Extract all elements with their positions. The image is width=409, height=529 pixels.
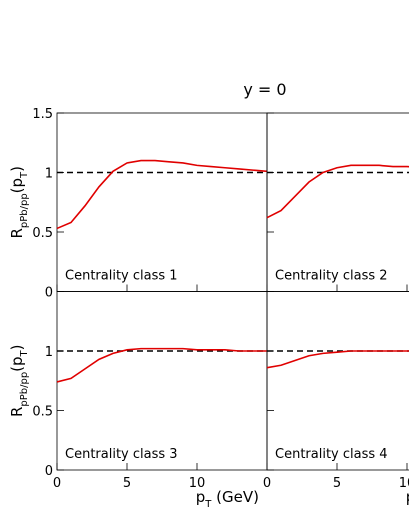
y-tick-label: 0 <box>45 464 53 479</box>
label-sub: T <box>19 349 30 357</box>
label-sub: T <box>19 171 30 179</box>
x-tick-label: 0 <box>53 476 61 491</box>
label-sub: T <box>204 499 212 510</box>
label-part: p <box>406 488 409 506</box>
y-tick-label: 0.5 <box>32 405 53 420</box>
data-line <box>266 350 409 369</box>
label-part: R <box>8 407 26 417</box>
y-axis-label: RpPb/pp(pT) <box>8 166 30 239</box>
x-tick-label: 10 <box>399 476 409 491</box>
x-axis-label: pT (GeV) <box>406 488 409 510</box>
x-tick-label: 5 <box>333 476 341 491</box>
chart-title: y = 0 <box>243 80 286 99</box>
label-part: p <box>196 488 206 506</box>
y-axis-label: RpPb/pp(pT) <box>8 344 30 417</box>
panel-frame <box>266 291 409 471</box>
label-part: (GeV) <box>211 488 259 506</box>
y-tick-label: 0.5 <box>32 226 53 241</box>
label-part: (p <box>8 356 26 371</box>
x-tick-label: 5 <box>123 476 131 491</box>
x-tick-label: 10 <box>189 476 206 491</box>
data-line <box>266 164 409 219</box>
label-part: ) <box>8 344 26 350</box>
label-sub: pPb/pp <box>19 193 30 228</box>
x-tick-label: 0 <box>263 476 271 491</box>
y-tick-label: 1 <box>45 345 53 360</box>
annotation: Centrality class 2 <box>275 269 388 284</box>
annotation: Centrality class 3 <box>65 447 178 462</box>
label-part: ) <box>8 166 26 172</box>
y-tick-label: 0 <box>45 286 53 301</box>
label-sub: pPb/pp <box>19 372 30 407</box>
annotation: Centrality class 4 <box>275 447 388 462</box>
data-line <box>56 347 267 383</box>
y-tick-label: 1.5 <box>32 107 53 122</box>
x-axis-label: pT (GeV) <box>196 488 259 510</box>
label-part: R <box>8 228 26 238</box>
annotation: Centrality class 1 <box>65 269 178 284</box>
data-line <box>56 159 268 230</box>
y-tick-label: 1 <box>45 167 53 182</box>
label-part: (p <box>8 178 26 193</box>
panel-frame <box>56 291 268 471</box>
